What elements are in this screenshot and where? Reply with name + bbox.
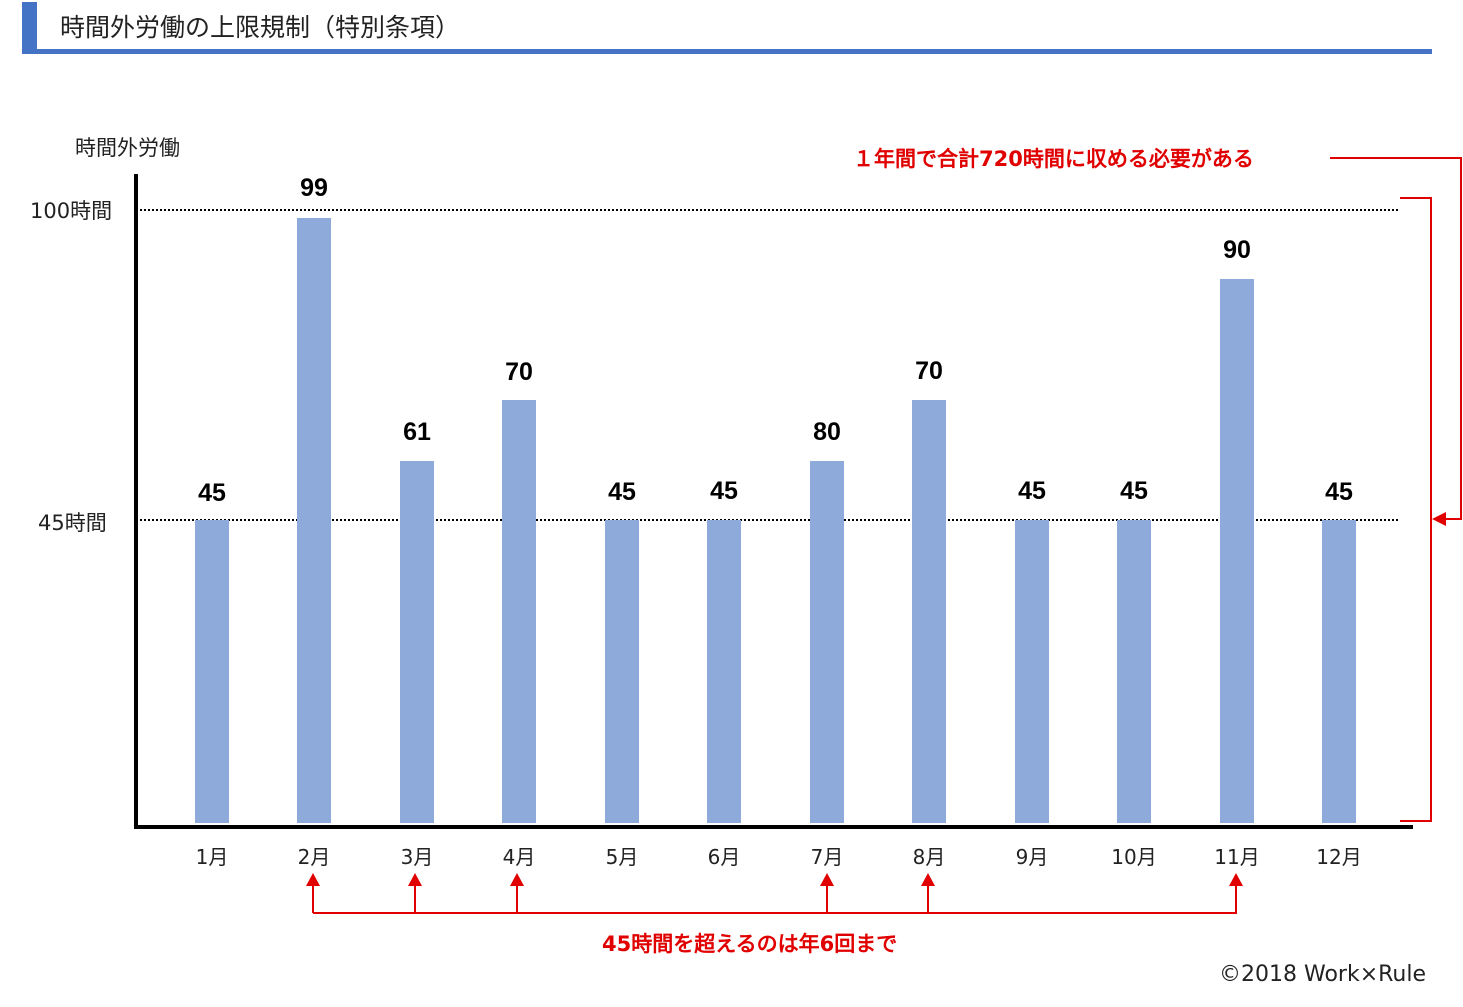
value-label-oct: 45 [1120, 477, 1148, 505]
bar-apr [502, 400, 536, 823]
bar-mar [400, 461, 434, 823]
x-tick-aug: 8月 [912, 845, 946, 869]
month-arrows [306, 873, 1243, 913]
x-tick-feb: 2月 [297, 845, 331, 869]
x-tick-dec: 12月 [1316, 845, 1362, 869]
arrow-left-icon [1432, 512, 1446, 526]
bar-oct [1117, 520, 1151, 823]
y-tick-45: 45時間 [38, 511, 107, 535]
y-axis-label: 時間外労働 [75, 136, 180, 160]
annual-limit-note: １年間で合計720時間に収める必要がある [853, 147, 1254, 171]
value-label-aug: 70 [915, 357, 943, 385]
bar-jun [707, 520, 741, 823]
x-tick-jul: 7月 [810, 845, 844, 869]
value-label-sep: 45 [1018, 477, 1046, 505]
value-label-apr: 70 [505, 358, 533, 386]
value-label-feb: 99 [300, 174, 328, 202]
title-accent-bar [22, 2, 37, 53]
value-label-nov: 90 [1223, 236, 1251, 264]
x-tick-jan: 1月 [195, 845, 229, 869]
annual-bracket [1400, 197, 1432, 822]
x-tick-mar: 3月 [400, 845, 434, 869]
value-label-dec: 45 [1325, 478, 1353, 506]
title-bar: 時間外労働の上限規制（特別条項） [22, 2, 1432, 54]
x-tick-jun: 6月 [707, 845, 741, 869]
value-label-may: 45 [608, 478, 636, 506]
x-tick-oct: 10月 [1111, 845, 1157, 869]
bar-aug [912, 400, 946, 823]
bar-dec [1322, 520, 1356, 823]
value-label-mar: 61 [403, 418, 431, 446]
title-underline [22, 49, 1432, 54]
value-label-jan: 45 [198, 479, 226, 507]
y-tick-100: 100時間 [30, 199, 113, 223]
bar-jul [810, 461, 844, 823]
x-tick-nov: 11月 [1214, 845, 1260, 869]
x-tick-apr: 4月 [502, 845, 536, 869]
value-label-jul: 80 [813, 418, 841, 446]
bar-sep [1015, 520, 1049, 823]
x-tick-may: 5月 [605, 845, 639, 869]
bar-feb [297, 218, 331, 823]
copyright: ©2018 Work×Rule [1219, 962, 1427, 987]
bar-nov [1220, 279, 1254, 823]
annual-connector [1330, 157, 1462, 520]
monthly-limit-note: 45時間を超えるのは年6回まで [602, 932, 898, 956]
bar-may [605, 520, 639, 823]
bar-jan [195, 520, 229, 823]
value-label-jun: 45 [710, 477, 738, 505]
page-title: 時間外労働の上限規制（特別条項） [60, 13, 461, 42]
x-tick-sep: 9月 [1015, 845, 1049, 869]
